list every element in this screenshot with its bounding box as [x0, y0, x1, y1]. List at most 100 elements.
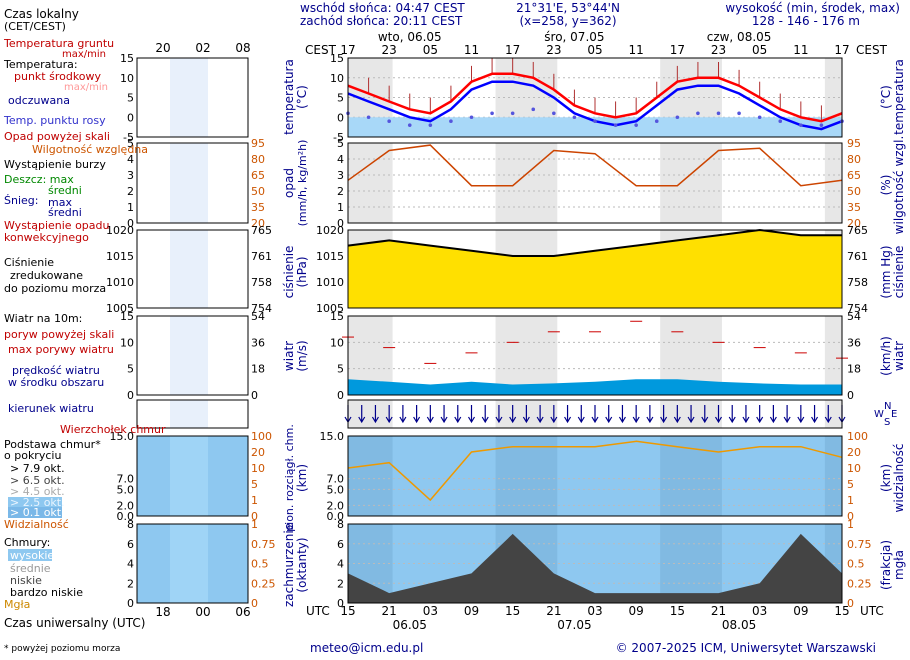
- cloud-tick-label: 7.0: [327, 473, 345, 486]
- utc-left: UTC: [306, 604, 330, 618]
- wind-arrow: [714, 405, 723, 424]
- panel-backgrounds: [137, 57, 842, 604]
- dew-point-dot: [387, 119, 391, 123]
- wind-arrow: [564, 405, 572, 424]
- wind-axis-label: wiatr: [282, 341, 296, 371]
- dew-point-dot: [593, 119, 597, 123]
- legend-dew: Temp. punktu rosy: [3, 114, 106, 127]
- temp-tick-label: 0: [337, 111, 344, 124]
- legend-storm: Wystąpienie burzy: [4, 158, 106, 171]
- legend-okt2: > 6.5 okt.: [10, 474, 65, 487]
- cloud-legend-rtick: 10: [251, 462, 265, 475]
- legend-okt4-bg: [8, 497, 62, 507]
- legend-okt5-bg: [8, 507, 62, 518]
- wind-arrow: [660, 405, 668, 424]
- cloud-rtick-label: 20: [847, 446, 861, 459]
- wind-tick-label: 0: [337, 389, 344, 402]
- legend-wind-speed2: w środku obszaru: [8, 376, 104, 389]
- temp-below-zero: [348, 117, 842, 137]
- pressure-area: [348, 230, 842, 308]
- precip-night-band: [348, 143, 393, 223]
- cest-right: CEST: [856, 43, 888, 57]
- hour-top-label: 17: [505, 43, 520, 57]
- hour-top-label: 05: [587, 43, 602, 57]
- wind-arrow: [440, 405, 448, 424]
- cover-legend-rtick: 0: [251, 597, 258, 610]
- cloud-axis-label: pion. rozciągł. chm.: [283, 424, 296, 532]
- hour-top-label: 11: [464, 43, 479, 57]
- legend-okt3: > 4.5 okt.: [10, 485, 65, 498]
- vis-axis-label: widzialność: [892, 444, 906, 513]
- precip-legend-tick: 4: [127, 153, 134, 166]
- wind-rtick-label: 54: [847, 310, 861, 323]
- wind-tick-label: 5: [337, 363, 344, 376]
- utc-right: UTC: [860, 604, 884, 618]
- wind-arrow: [769, 405, 777, 424]
- hour-top-label: 17: [340, 43, 355, 57]
- precip-tick-label: 4: [337, 153, 344, 166]
- cover-rtick-label: 0.25: [847, 577, 872, 590]
- precip-frame: [347, 142, 843, 224]
- dew-point-dot: [675, 115, 680, 120]
- legend-humidity: Wilgotność względna: [32, 143, 148, 156]
- dew-point-dot: [531, 107, 536, 112]
- legend-gust-max: max porywy wiatru: [8, 343, 114, 356]
- press-legend-tick: 1015: [106, 250, 134, 263]
- chart-marks: [342, 58, 848, 603]
- precip-rtick-label: 65: [847, 169, 861, 182]
- press-legend-rtick: 765: [251, 224, 272, 237]
- legend-high: wysokie: [10, 549, 54, 562]
- wind-arrow: [358, 405, 366, 424]
- hour-bottom-label: 21: [382, 604, 397, 618]
- hour-bottom-label: 03: [423, 604, 438, 618]
- legend-rain: Deszcz: max: [4, 173, 74, 186]
- footer-email[interactable]: meteo@icm.edu.pl: [310, 641, 423, 655]
- hour-bottom-label: 15: [340, 604, 355, 618]
- cloud-night-band: [348, 436, 393, 516]
- dew-point-dot: [799, 123, 803, 127]
- precip-axis-label: opad: [282, 168, 296, 198]
- temp-axis-label-r: temperatura: [892, 59, 906, 135]
- wind-tick-label: 15: [330, 310, 344, 323]
- cloud-legend-night: [170, 436, 208, 516]
- wind-legend-tick: 10: [120, 336, 134, 349]
- dew-point-dot: [552, 111, 556, 116]
- cover-rtick-label: 0: [847, 597, 854, 610]
- coords-text: 21°31'E, 53°44'N: [516, 1, 620, 15]
- compass-e: E: [891, 409, 897, 420]
- humidity-line: [347, 144, 843, 187]
- cover-legend-tick: 8: [127, 518, 134, 531]
- hour-top-label: 23: [546, 43, 561, 57]
- wind-rtick-label: 18: [847, 363, 861, 376]
- press-tick-label: 1020: [316, 224, 344, 237]
- day-top-label: śro, 07.05: [544, 30, 604, 44]
- fog-axis-unit: (frakcja): [879, 540, 893, 590]
- hour-bottom-label: 15: [670, 604, 685, 618]
- wind-arrow: [591, 405, 599, 424]
- cloud-night-band: [824, 436, 842, 516]
- wind-arrow: [742, 405, 750, 424]
- press-axis-unit-r: (mm Hg): [879, 245, 893, 298]
- cloud-legend-frame: [136, 435, 249, 517]
- dir-night-band: [348, 400, 393, 428]
- legend-soil-temp: Temperatura gruntu: [3, 37, 114, 50]
- dir-frame: [347, 399, 843, 429]
- wind-arrow: [797, 405, 805, 424]
- legend-perceived: odczuwana: [8, 94, 70, 107]
- day-top-label: wto, 06.05: [378, 30, 442, 44]
- legend-pressure: Ciśnienie: [4, 256, 54, 269]
- wind-arrow: [701, 405, 709, 424]
- legend-temperature: Temperatura:: [3, 58, 78, 71]
- press-rtick-label: 765: [847, 224, 868, 237]
- cover-legend-rtick: 0.25: [251, 577, 276, 590]
- wind-arrow: [536, 405, 544, 424]
- precip-night-band: [824, 143, 842, 223]
- cloud-legend-tick: 5.0: [117, 483, 135, 496]
- press-frame: [347, 229, 843, 309]
- dew-point-dot: [428, 123, 433, 127]
- legend-cloud-base: Podstawa chmur*: [4, 438, 101, 451]
- wind-arrow: [824, 405, 832, 424]
- cloud-frame: [347, 435, 843, 517]
- precip-legend-tick: 5: [127, 137, 134, 150]
- legend-low: niskie: [10, 574, 42, 587]
